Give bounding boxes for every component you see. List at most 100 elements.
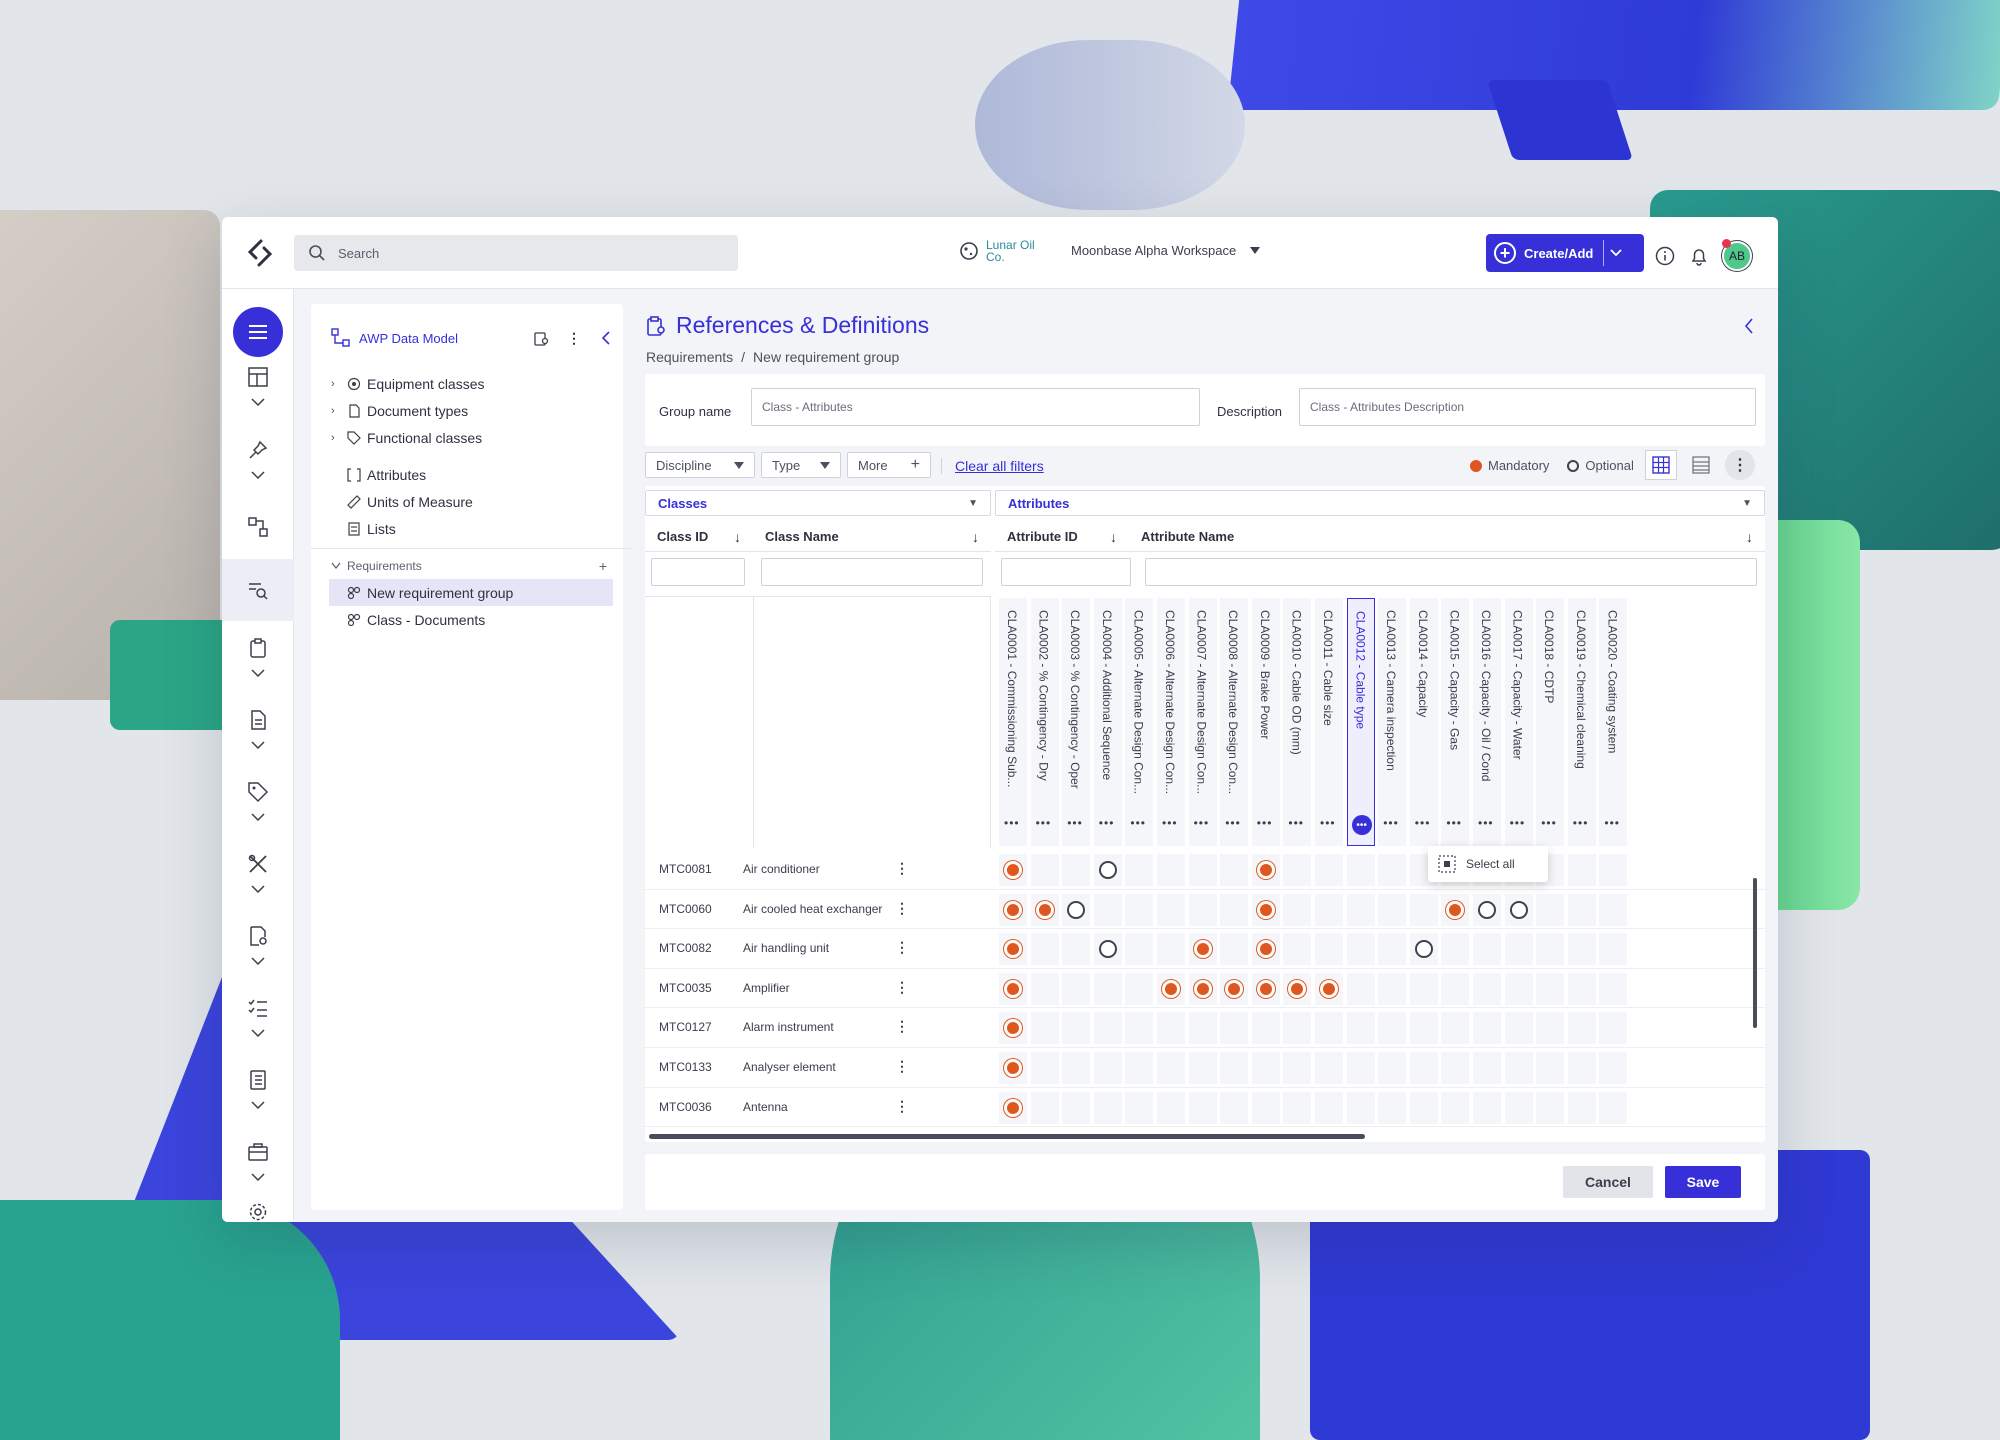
requirement-cell[interactable] xyxy=(1283,1091,1312,1124)
attribute-column-header[interactable]: CLA0017 - Capacity - Water ••• xyxy=(1504,598,1533,846)
nav-tags[interactable] xyxy=(222,781,294,821)
info-icon[interactable] xyxy=(1654,245,1676,267)
requirement-cell[interactable] xyxy=(1062,893,1091,926)
user-avatar[interactable]: AB xyxy=(1722,239,1752,271)
column-header-class-name[interactable]: Class Name ↓ xyxy=(753,522,991,552)
requirement-cell[interactable] xyxy=(1567,1091,1596,1124)
nav-pins[interactable] xyxy=(222,439,294,479)
requirement-cell[interactable] xyxy=(1378,1051,1407,1084)
nav-documents[interactable] xyxy=(222,709,294,749)
nav-references[interactable] xyxy=(222,559,294,621)
requirement-cell[interactable] xyxy=(1599,893,1628,926)
requirement-cell[interactable] xyxy=(1315,1091,1343,1124)
requirement-cell[interactable] xyxy=(1441,972,1470,1005)
requirement-cell[interactable] xyxy=(1251,1012,1280,1045)
requirement-cell[interactable] xyxy=(1220,854,1249,886)
tree-item-attributes[interactable]: Attributes xyxy=(331,461,611,488)
requirement-cell[interactable] xyxy=(999,1012,1027,1045)
chevron-down-icon[interactable] xyxy=(251,1029,265,1037)
nav-settings[interactable] xyxy=(222,1201,294,1222)
requirement-cell[interactable] xyxy=(1504,1051,1533,1084)
column-more-icon[interactable]: ••• xyxy=(1572,816,1589,830)
requirement-cell[interactable] xyxy=(1093,933,1122,966)
search-input[interactable]: Search xyxy=(294,235,738,271)
requirement-cell[interactable] xyxy=(1378,1091,1407,1124)
requirement-cell[interactable] xyxy=(1283,972,1312,1005)
requirement-cell[interactable] xyxy=(1188,933,1217,966)
requirement-cell[interactable] xyxy=(1378,893,1407,926)
requirement-cell[interactable] xyxy=(1157,933,1185,966)
tree-item-equipment-classes[interactable]: › Equipment classes xyxy=(331,370,611,397)
attribute-column-header[interactable]: CLA0020 - Coating system ••• xyxy=(1599,598,1628,846)
column-more-icon[interactable]: ••• xyxy=(1035,816,1052,830)
requirement-cell[interactable] xyxy=(1188,1051,1217,1084)
discipline-filter[interactable]: Discipline xyxy=(645,452,755,478)
chevron-right-icon[interactable]: › xyxy=(331,377,335,390)
chevron-down-icon[interactable] xyxy=(331,562,341,570)
requirement-cell[interactable] xyxy=(1188,1091,1217,1124)
requirement-cell[interactable] xyxy=(1251,1091,1280,1124)
nav-ledger[interactable] xyxy=(222,1069,294,1109)
requirement-cell[interactable] xyxy=(1315,972,1343,1005)
requirement-cell[interactable] xyxy=(1599,933,1628,966)
column-more-icon[interactable]: ••• xyxy=(1446,816,1462,830)
description-field[interactable]: Class - Attributes Description xyxy=(1299,388,1756,426)
requirement-cell[interactable] xyxy=(1441,1051,1470,1084)
requirement-cell[interactable] xyxy=(1093,972,1122,1005)
requirement-cell[interactable] xyxy=(1473,972,1501,1005)
menu-button[interactable] xyxy=(233,307,283,357)
attribute-column-header[interactable]: CLA0006 - Alternate Design Con... ••• xyxy=(1157,598,1185,846)
column-more-icon[interactable]: ••• xyxy=(1414,816,1431,830)
tree-item-units-of-measure[interactable]: Units of Measure xyxy=(331,488,611,515)
grid-view-button[interactable] xyxy=(1645,450,1677,480)
app-logo-icon[interactable] xyxy=(244,237,276,269)
chevron-down-icon[interactable] xyxy=(251,957,265,965)
requirement-cell[interactable] xyxy=(1062,854,1091,886)
vertical-scrollbar[interactable] xyxy=(1753,878,1757,1028)
requirement-cell[interactable] xyxy=(1504,1091,1533,1124)
more-options-button[interactable]: ⋮ xyxy=(1725,450,1755,480)
requirement-cell[interactable] xyxy=(1409,972,1438,1005)
column-more-icon[interactable]: ••• xyxy=(1193,816,1210,830)
nav-clipboard[interactable] xyxy=(222,637,294,677)
type-filter[interactable]: Type xyxy=(761,452,841,478)
column-more-icon[interactable]: ••• xyxy=(1351,815,1372,835)
requirement-cell[interactable] xyxy=(1251,854,1280,886)
attribute-column-header[interactable]: CLA0012 - Cable type ••• xyxy=(1346,598,1375,846)
tree-item-document-types[interactable]: › Document types xyxy=(331,397,611,424)
more-filter[interactable]: More + xyxy=(847,452,931,478)
requirement-cell[interactable] xyxy=(1346,1091,1375,1124)
class-name-filter-input[interactable] xyxy=(761,558,983,586)
requirement-cell[interactable] xyxy=(1157,972,1185,1005)
requirement-cell[interactable] xyxy=(1125,1091,1154,1124)
clipboard-settings-icon[interactable] xyxy=(533,330,549,346)
requirement-cell[interactable] xyxy=(1315,1051,1343,1084)
requirement-cell[interactable] xyxy=(1346,854,1375,886)
row-more-options-icon[interactable]: ⋮ xyxy=(895,978,909,995)
requirement-cell[interactable] xyxy=(1409,1012,1438,1045)
tree-item-lists[interactable]: Lists xyxy=(331,515,611,542)
requirement-cell[interactable] xyxy=(1157,854,1185,886)
column-header-class-id[interactable]: Class ID ↓ xyxy=(645,522,753,552)
chevron-down-icon[interactable] xyxy=(251,1101,265,1109)
attribute-column-header[interactable]: CLA0013 - Camera inspection ••• xyxy=(1378,598,1407,846)
requirements-section[interactable]: Requirements + xyxy=(331,553,611,579)
requirement-cell[interactable] xyxy=(1251,893,1280,926)
requirement-cell[interactable] xyxy=(1473,1091,1501,1124)
requirement-cell[interactable] xyxy=(1125,1012,1154,1045)
nav-checklist[interactable] xyxy=(222,997,294,1037)
requirement-cell[interactable] xyxy=(1504,933,1533,966)
chevron-right-icon[interactable]: › xyxy=(331,404,335,417)
requirement-cell[interactable] xyxy=(1567,933,1596,966)
attribute-column-header[interactable]: CLA0003 - % Contingency - Oper ••• xyxy=(1062,598,1091,846)
attribute-column-header[interactable]: CLA0008 - Alternate Design Con... ••• xyxy=(1220,598,1249,846)
requirement-cell[interactable] xyxy=(1473,1012,1501,1045)
requirement-cell[interactable] xyxy=(1536,1051,1565,1084)
requirement-cell[interactable] xyxy=(1346,893,1375,926)
requirement-cell[interactable] xyxy=(1251,1051,1280,1084)
requirement-cell[interactable] xyxy=(1283,1051,1312,1084)
column-more-icon[interactable]: ••• xyxy=(1541,816,1557,830)
row-more-options-icon[interactable]: ⋮ xyxy=(895,1057,909,1074)
column-more-icon[interactable]: ••• xyxy=(1320,816,1336,830)
requirement-cell[interactable] xyxy=(1346,1012,1375,1045)
